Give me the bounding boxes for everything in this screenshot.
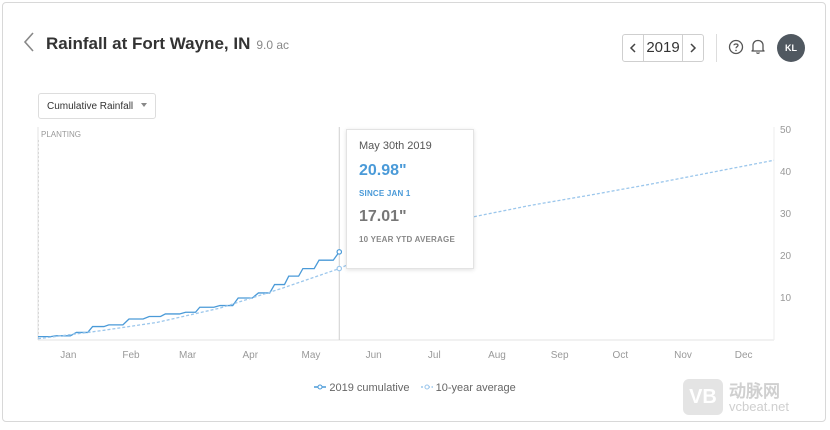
- y-tick-label: 40: [780, 167, 792, 178]
- hover-point-average: [336, 265, 343, 272]
- previous-year-button[interactable]: [623, 35, 644, 61]
- x-tick-label: Jun: [366, 350, 382, 361]
- legend-item-average[interactable]: 10-year average: [420, 382, 516, 394]
- legend-dashed-line-icon: [420, 384, 433, 390]
- header-divider: [716, 34, 717, 62]
- tooltip-date: May 30th 2019: [359, 140, 432, 152]
- x-tick-label: Jul: [428, 350, 441, 361]
- legend-item-2019[interactable]: 2019 cumulative: [314, 382, 412, 394]
- x-tick-label: May: [302, 350, 321, 361]
- tooltip-average-value: 17.01": [359, 208, 407, 225]
- chart-legend: 2019 cumulative 10-year average: [0, 382, 830, 394]
- x-tick-label: Apr: [243, 350, 259, 361]
- y-tick-label: 20: [780, 251, 792, 262]
- hover-point-2019: [336, 249, 343, 255]
- y-tick-label: 10: [780, 293, 792, 304]
- page-title-text: Rainfall at Fort Wayne, IN: [46, 34, 251, 53]
- bell-icon[interactable]: [750, 38, 766, 55]
- x-tick-label: Jan: [60, 350, 76, 361]
- x-tick-label: Aug: [488, 350, 506, 361]
- chevron-right-icon: [690, 43, 697, 53]
- next-year-button[interactable]: [682, 35, 703, 61]
- legend-label-2019: 2019 cumulative: [329, 382, 410, 394]
- x-tick-label: Dec: [735, 350, 753, 361]
- legend-label-average: 10-year average: [435, 382, 516, 394]
- x-tick-label: Nov: [674, 350, 692, 361]
- tooltip-average-label: 10 YEAR YTD AVERAGE: [359, 235, 455, 244]
- chevron-left-icon: [629, 43, 636, 53]
- legend-solid-line-icon: [314, 384, 327, 390]
- help-icon[interactable]: [728, 39, 744, 55]
- tooltip-2019-label: SINCE JAN 1: [359, 189, 411, 198]
- x-tick-label: Feb: [122, 350, 140, 361]
- y-tick-label: 30: [780, 209, 792, 220]
- watermark-en-text: vcbeat.net: [729, 399, 789, 414]
- watermark-logo: VB: [683, 379, 723, 415]
- x-axis: Jan Feb Mar Apr May Jun Jul Aug Sep Oct Nov Dec: [60, 350, 752, 361]
- watermark-cn-text: 动脉网: [729, 382, 780, 401]
- year-selector: 2019: [622, 34, 704, 62]
- x-tick-label: Sep: [551, 350, 569, 361]
- y-tick-label: 50: [780, 125, 792, 136]
- series-line-2019: [38, 251, 340, 338]
- x-tick-label: Oct: [613, 350, 629, 361]
- acreage-label: 9.0 ac: [256, 38, 290, 52]
- caret-down-icon: [141, 103, 147, 107]
- metric-dropdown-value: Cumulative Rainfall: [47, 100, 134, 112]
- planting-region-label: PLANTING: [41, 130, 81, 139]
- x-tick-label: Mar: [179, 350, 197, 361]
- hover-tooltip: May 30th 2019 20.98" SINCE JAN 1 17.01" …: [346, 129, 474, 269]
- avatar[interactable]: KL: [777, 34, 805, 62]
- back-arrow-icon[interactable]: [22, 30, 38, 54]
- tooltip-2019-value: 20.98": [359, 162, 407, 179]
- page-title: Rainfall at Fort Wayne, IN 9.0 ac: [46, 34, 289, 54]
- metric-dropdown[interactable]: Cumulative Rainfall: [38, 93, 156, 119]
- watermark: VB 动脉网 vcbeat.net: [683, 377, 823, 417]
- year-value: 2019: [646, 39, 680, 56]
- y-axis: 10 20 30 40 50: [780, 125, 792, 304]
